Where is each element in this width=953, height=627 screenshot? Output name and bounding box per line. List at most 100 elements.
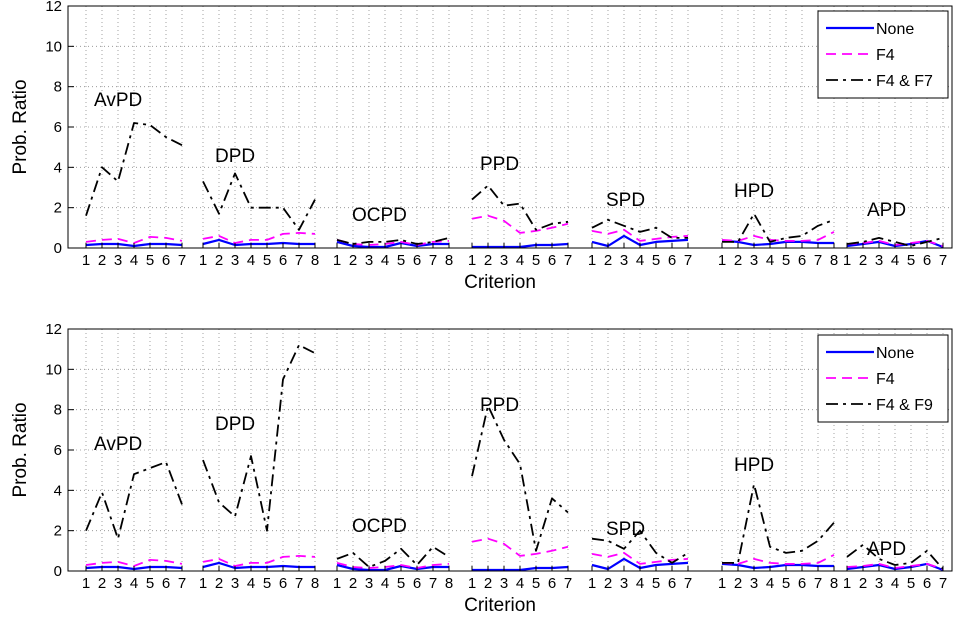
x-tick-label: 8 xyxy=(311,252,319,269)
x-tick-label: 6 xyxy=(798,252,806,269)
legend: None F4 F4 & F9 xyxy=(817,334,949,423)
x-tick-label: 5 xyxy=(146,575,154,592)
x-tick-label: 1 xyxy=(333,575,341,592)
x-tick-label: 5 xyxy=(146,252,154,269)
x-tick-label: 7 xyxy=(814,252,822,269)
x-tick-label: 8 xyxy=(445,252,453,269)
x-tick-label: 7 xyxy=(178,252,186,269)
x-tick-label: 7 xyxy=(814,575,822,592)
x-tick-label: 2 xyxy=(98,252,106,269)
x-tick-label: 5 xyxy=(782,252,790,269)
x-tick-label: 3 xyxy=(750,252,758,269)
series-line-segment xyxy=(471,537,569,557)
x-tick-label: 6 xyxy=(548,252,556,269)
x-tick-label: 3 xyxy=(750,575,758,592)
x-tick-label: 1 xyxy=(588,575,596,592)
x-tick-label: 1 xyxy=(333,252,341,269)
x-tick-label: 8 xyxy=(445,575,453,592)
series-line-segment xyxy=(202,172,316,231)
series-line-segment xyxy=(591,529,689,564)
y-axis-title: Prob. Ratio xyxy=(10,79,31,174)
series-line-segment xyxy=(846,543,944,570)
x-tick-label: 1 xyxy=(82,252,90,269)
x-tick-label: 8 xyxy=(830,575,838,592)
x-tick-label: 6 xyxy=(798,575,806,592)
legend: None F4 F4 & F7 xyxy=(817,10,949,99)
x-tick-label: 5 xyxy=(397,252,405,269)
x-tick-label: 3 xyxy=(500,575,508,592)
x-tick-label: 6 xyxy=(279,252,287,269)
x-tick-label: 6 xyxy=(162,575,170,592)
series-f4-f7 xyxy=(85,122,944,247)
x-tick-label: 1 xyxy=(199,252,207,269)
legend-entry-label: F4 & F9 xyxy=(876,397,933,414)
series-line-segment xyxy=(471,184,569,231)
x-tick-label: 2 xyxy=(604,575,612,592)
series-line-segment xyxy=(471,214,569,234)
x-tick-label: 3 xyxy=(875,575,883,592)
group-label-hpd: HPD xyxy=(734,455,774,476)
x-tick-label: 2 xyxy=(484,575,492,592)
x-tick-label: 7 xyxy=(684,252,692,269)
x-axis-title: Criterion xyxy=(464,272,536,293)
x-tick-label: 6 xyxy=(668,575,676,592)
series-line-segment xyxy=(722,212,835,243)
x-tick-label: 5 xyxy=(532,575,540,592)
x-tick-label: 7 xyxy=(295,575,303,592)
series-line-segment xyxy=(336,237,450,245)
group-label-ppd: PPD xyxy=(480,395,519,416)
x-tick-label: 2 xyxy=(734,252,742,269)
x-tick-label: 4 xyxy=(247,575,255,592)
legend-entry-label: F4 xyxy=(876,47,895,64)
x-tick-label: 2 xyxy=(859,252,867,269)
x-tick-label: 2 xyxy=(859,575,867,592)
x-tick-label: 6 xyxy=(668,252,676,269)
y-tick-label: 4 xyxy=(54,482,62,499)
y-tick-label: 2 xyxy=(54,523,62,540)
group-label-apd: APD xyxy=(867,539,906,560)
series-line-segment xyxy=(336,562,450,569)
x-tick-label: 5 xyxy=(782,575,790,592)
y-tick-label: 6 xyxy=(54,119,62,136)
x-tick-label: 3 xyxy=(365,252,373,269)
x-tick-label: 4 xyxy=(247,252,255,269)
x-tick-label: 4 xyxy=(516,575,524,592)
x-tick-label: 2 xyxy=(604,252,612,269)
x-tick-label: 3 xyxy=(620,575,628,592)
x-axis-title: Criterion xyxy=(464,595,536,616)
x-tick-label: 2 xyxy=(734,575,742,592)
legend-entry-label: F4 & F7 xyxy=(876,73,933,90)
x-tick-label: 3 xyxy=(500,252,508,269)
series-line-segment xyxy=(202,561,315,570)
series-line-segment xyxy=(721,554,835,565)
x-tick-label: 5 xyxy=(652,252,660,269)
x-tick-label: 6 xyxy=(279,575,287,592)
x-tick-label: 5 xyxy=(263,252,271,269)
legend-box xyxy=(817,10,949,99)
x-tick-label: 4 xyxy=(381,575,389,592)
x-tick-label: 1 xyxy=(718,252,726,269)
x-tick-label: 3 xyxy=(365,575,373,592)
series-line-segment xyxy=(591,228,689,242)
x-tick-label: 2 xyxy=(215,575,223,592)
group-label-spd: SPD xyxy=(606,190,645,211)
x-tick-label: 7 xyxy=(939,252,947,269)
x-tick-label: 1 xyxy=(843,575,851,592)
x-tick-label: 6 xyxy=(923,575,931,592)
x-tick-label: 8 xyxy=(830,252,838,269)
x-tick-label: 3 xyxy=(231,575,239,592)
x-tick-label: 7 xyxy=(429,575,437,592)
series-line-segment xyxy=(336,240,449,249)
group-label-ocpd: OCPD xyxy=(352,205,407,226)
x-tick-label: 1 xyxy=(588,252,596,269)
x-tick-label: 7 xyxy=(939,575,947,592)
x-tick-label: 5 xyxy=(263,575,271,592)
y-axis-title: Prob. Ratio xyxy=(10,402,31,497)
series-line-segment xyxy=(722,483,835,564)
x-tick-label: 4 xyxy=(516,252,524,269)
y-tick-label: 8 xyxy=(54,402,62,419)
x-tick-label: 4 xyxy=(130,575,138,592)
x-tick-label: 2 xyxy=(98,575,106,592)
group-label-ocpd: OCPD xyxy=(352,516,407,537)
